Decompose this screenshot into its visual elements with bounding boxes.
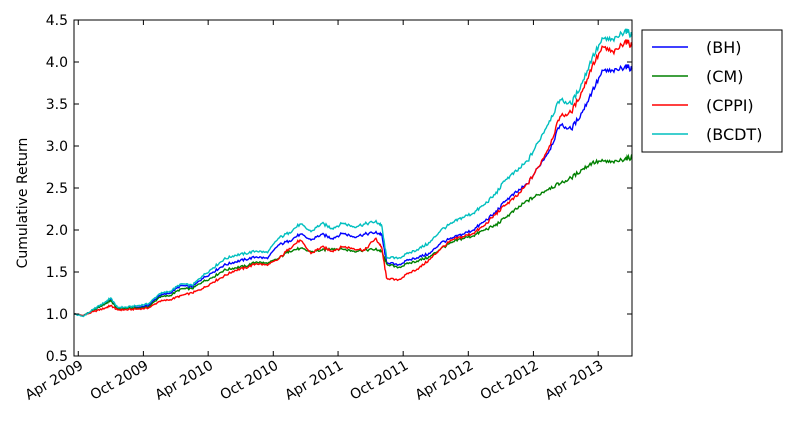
series-line-3: [73, 28, 633, 318]
y-tick-label: 2.0: [46, 223, 68, 239]
legend-label: (BH): [706, 38, 742, 57]
y-tick-label: 4.0: [46, 55, 68, 71]
series-lines: [73, 28, 633, 318]
series-line-1: [73, 153, 633, 317]
y-tick-label: 2.5: [46, 181, 68, 197]
y-tick-label: 1.5: [46, 265, 68, 281]
y-tick-label: 3.5: [46, 97, 68, 113]
y-tick-label: 3.0: [46, 139, 68, 155]
y-tick-label: 1.0: [46, 307, 68, 323]
y-axis: 0.5 1.0 1.5 2.0 2.5 3.0 3.5 4.0 4.5: [46, 13, 632, 365]
legend-label: (CM): [706, 67, 743, 86]
legend-frame: [641, 29, 783, 153]
legend-label: (CPPI): [706, 96, 754, 115]
series-line-2: [73, 38, 633, 317]
legend-label: (BCDT): [706, 125, 762, 144]
y-axis-label: Cumulative Return: [15, 138, 31, 269]
y-tick-label: 4.5: [46, 13, 68, 29]
y-tick-label: 0.5: [46, 349, 68, 365]
legend: (BH) (CM) (CPPI) (BCDT): [641, 29, 783, 153]
